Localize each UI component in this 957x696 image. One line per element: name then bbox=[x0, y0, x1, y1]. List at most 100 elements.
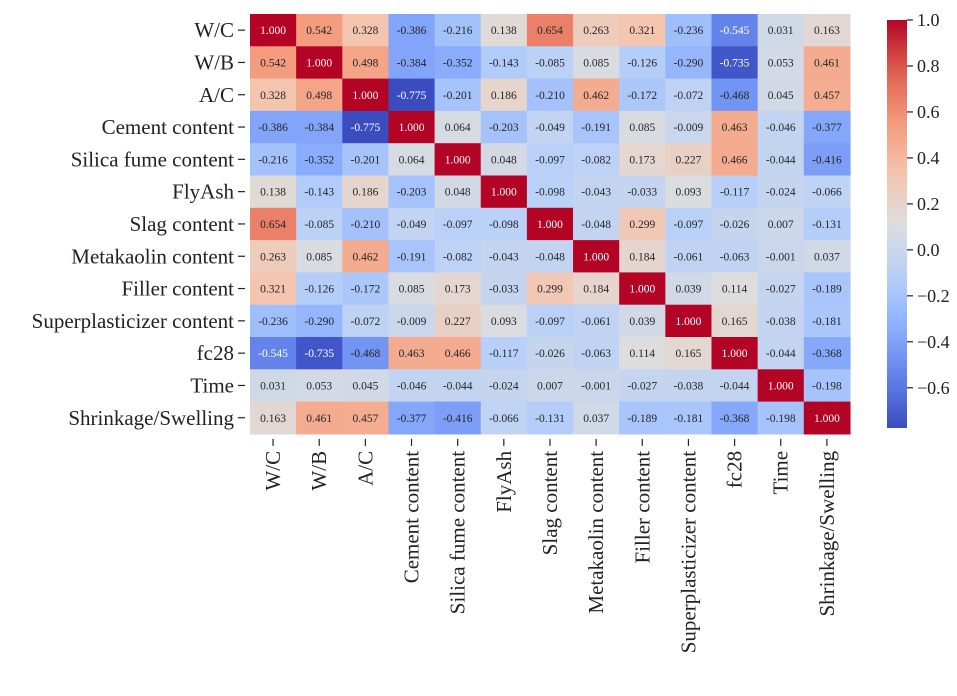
heatmap-cell bbox=[342, 369, 390, 403]
cell-value-label: 0.462 bbox=[583, 90, 609, 102]
cell-value-label: -0.181 bbox=[812, 316, 842, 328]
heatmap-cell bbox=[480, 272, 528, 306]
cell-value-label: 0.184 bbox=[629, 251, 655, 263]
heatmap-cell bbox=[665, 304, 713, 338]
cell-value-label: 0.093 bbox=[675, 187, 701, 199]
cell-value-label: 0.048 bbox=[491, 154, 517, 166]
heatmap-cell bbox=[803, 401, 851, 435]
x-tick-label: Cement content bbox=[400, 451, 424, 584]
cell-value-label: 0.328 bbox=[260, 90, 286, 102]
heatmap-cell bbox=[342, 14, 390, 47]
y-tick-label: W/B bbox=[194, 50, 234, 74]
cell-value-label: -0.049 bbox=[397, 219, 427, 231]
cell-value-label: 0.085 bbox=[399, 284, 425, 296]
colorbar-tick-label: 0.8 bbox=[917, 56, 940, 76]
cell-value-label: -0.097 bbox=[535, 316, 565, 328]
cell-value-label: -0.468 bbox=[720, 90, 750, 102]
heatmap-cell bbox=[434, 78, 482, 112]
heatmap-cell bbox=[803, 14, 851, 47]
cell-value-label: -0.775 bbox=[397, 90, 427, 102]
cell-value-label: 0.457 bbox=[814, 90, 840, 102]
cell-value-label: 0.654 bbox=[260, 219, 286, 231]
heatmap-cell bbox=[573, 175, 620, 209]
colorbar-gradient bbox=[887, 20, 907, 428]
heatmap-cell bbox=[342, 110, 390, 144]
cell-value-label: -0.027 bbox=[627, 380, 657, 392]
cell-value-label: -0.044 bbox=[766, 348, 796, 360]
colorbar-tick-label: 0.6 bbox=[917, 102, 940, 122]
cell-value-label: -0.368 bbox=[720, 413, 750, 425]
cell-value-label: 0.045 bbox=[768, 90, 794, 102]
cell-value-label: -0.097 bbox=[674, 219, 704, 231]
cell-value-label: -0.126 bbox=[304, 284, 334, 296]
cell-value-label: -0.468 bbox=[351, 348, 381, 360]
cell-value-label: -0.009 bbox=[397, 316, 427, 328]
heatmap-cell bbox=[434, 401, 482, 435]
heatmap-cell bbox=[250, 110, 297, 144]
heatmap-cell bbox=[803, 240, 851, 273]
cell-value-label: -0.191 bbox=[581, 122, 611, 134]
heatmap-cell bbox=[757, 207, 805, 241]
heatmap-cell bbox=[711, 240, 759, 273]
heatmap-cell bbox=[480, 401, 528, 435]
x-tick-label: Time bbox=[769, 451, 793, 495]
heatmap-cell bbox=[388, 401, 436, 435]
heatmap-cell bbox=[803, 337, 851, 370]
cell-value-label: -0.033 bbox=[627, 187, 657, 199]
heatmap-cell bbox=[757, 401, 805, 435]
cell-value-label: 0.173 bbox=[629, 154, 655, 166]
cell-value-label: -0.172 bbox=[351, 284, 381, 296]
colorbar-tick-label: −0.2 bbox=[917, 286, 950, 306]
heatmap-cell bbox=[296, 175, 343, 209]
y-tick-label: Time bbox=[190, 373, 234, 397]
heatmap-cell bbox=[342, 272, 390, 306]
cell-value-label: 0.064 bbox=[399, 154, 425, 166]
cell-value-label: -0.189 bbox=[812, 284, 842, 296]
heatmap-cell bbox=[388, 78, 436, 112]
heatmap-cell bbox=[296, 46, 343, 80]
colorbar-tick-label: 0.2 bbox=[917, 194, 940, 214]
heatmap-cell bbox=[296, 110, 343, 144]
cell-value-label: -0.046 bbox=[397, 380, 427, 392]
cell-value-label: -0.066 bbox=[812, 187, 842, 199]
x-tick-label: Superplasticizer content bbox=[676, 451, 700, 654]
heatmap-cell bbox=[619, 175, 666, 209]
cell-value-label: 1.000 bbox=[352, 90, 378, 102]
cell-value-label: -0.352 bbox=[443, 57, 473, 69]
heatmap-cell bbox=[803, 175, 851, 209]
cell-value-label: 0.299 bbox=[629, 219, 655, 231]
heatmap-cell bbox=[250, 175, 297, 209]
cell-value-label: 0.463 bbox=[399, 348, 425, 360]
y-tick-label: Slag content bbox=[130, 212, 235, 236]
heatmap-cell bbox=[665, 401, 713, 435]
y-axis-labels: W/C W/B A/C Cement content Silica fume conte… bbox=[32, 18, 245, 430]
heatmap-cell bbox=[573, 401, 620, 435]
heatmap-cell bbox=[296, 272, 343, 306]
heatmap-cell bbox=[573, 240, 620, 273]
heatmap-cell bbox=[803, 272, 851, 306]
heatmap-cell bbox=[480, 240, 528, 273]
heatmap-cell bbox=[711, 143, 759, 177]
cell-value-label: 0.462 bbox=[352, 251, 378, 263]
cell-value-label: 0.163 bbox=[814, 25, 840, 37]
cell-value-label: -0.026 bbox=[535, 348, 565, 360]
x-tick-label: Slag content bbox=[538, 451, 562, 556]
heatmap-cell bbox=[803, 369, 851, 403]
cell-value-label: -0.024 bbox=[766, 187, 796, 199]
cell-value-label: 1.000 bbox=[629, 284, 655, 296]
heatmap-cell bbox=[434, 369, 482, 403]
heatmap-cell bbox=[388, 272, 436, 306]
y-tick-label: fc28 bbox=[197, 341, 234, 365]
x-axis-labels: W/C W/B A/C Cement content Silica fume conte… bbox=[261, 438, 839, 654]
cell-value-label: 0.053 bbox=[768, 57, 794, 69]
heatmap-cell bbox=[711, 272, 759, 306]
cell-value-label: 0.498 bbox=[352, 57, 378, 69]
cell-value-label: 0.085 bbox=[306, 251, 332, 263]
cell-value-label: 0.064 bbox=[445, 122, 471, 134]
heatmap-cell bbox=[480, 14, 528, 47]
heatmap-cell bbox=[342, 337, 390, 370]
cell-value-label: -0.117 bbox=[720, 187, 750, 199]
cell-value-label: 0.138 bbox=[491, 25, 517, 37]
y-tick-label: Metakaolin content bbox=[71, 244, 234, 268]
heatmap-cell bbox=[342, 401, 390, 435]
